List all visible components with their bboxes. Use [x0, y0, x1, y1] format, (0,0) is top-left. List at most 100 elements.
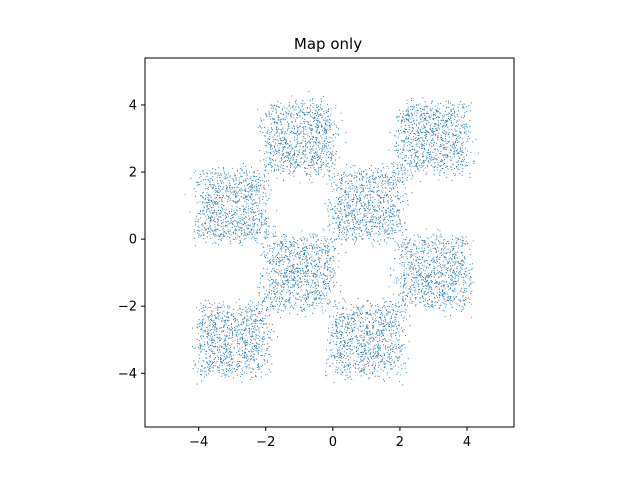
scatter-point [255, 175, 258, 178]
scatter-point [284, 282, 286, 285]
scatter-point [363, 187, 365, 189]
scatter-point [239, 209, 241, 211]
scatter-point [439, 111, 441, 113]
scatter-point [425, 260, 427, 262]
scatter-point [243, 221, 245, 223]
scatter-point [318, 256, 320, 258]
scatter-point [457, 168, 459, 170]
scatter-point [334, 211, 336, 213]
scatter-point [453, 155, 455, 157]
scatter-point [269, 297, 272, 299]
scatter-point [434, 162, 436, 164]
scatter-point [452, 163, 454, 165]
scatter-point [286, 121, 288, 123]
scatter-point [230, 220, 232, 222]
scatter-point [256, 187, 258, 189]
scatter-point [245, 197, 247, 199]
scatter-point [203, 227, 205, 229]
scatter-point [452, 141, 454, 143]
scatter-point [459, 271, 461, 274]
scatter-point [424, 291, 426, 293]
scatter-point [207, 186, 209, 188]
scatter-point [261, 225, 263, 227]
scatter-point [450, 166, 452, 168]
scatter-point [219, 179, 221, 181]
scatter-point [228, 179, 230, 181]
scatter-point [455, 161, 457, 163]
scatter-point [326, 244, 329, 246]
scatter-point [284, 276, 286, 278]
scatter-point [317, 115, 320, 118]
scatter-point [217, 191, 219, 193]
scatter-point [332, 255, 334, 258]
scatter-point [267, 260, 269, 262]
scatter-point [263, 153, 265, 155]
scatter-point [399, 258, 401, 260]
scatter-point [411, 165, 413, 167]
scatter-point [304, 275, 306, 277]
scatter-point [440, 146, 442, 148]
scatter-point [315, 113, 317, 115]
scatter-point [440, 151, 442, 153]
scatter-point [318, 148, 321, 150]
scatter-point [327, 108, 330, 110]
scatter-point [281, 150, 283, 152]
scatter-point [217, 179, 219, 181]
scatter-point [447, 165, 449, 167]
scatter-point [268, 157, 271, 159]
scatter-point [268, 197, 270, 199]
scatter-point [312, 236, 314, 238]
scatter-point [271, 251, 273, 253]
scatter-point [265, 204, 267, 206]
scatter-point [254, 194, 257, 196]
scatter-point [388, 220, 390, 222]
scatter-point [332, 163, 334, 165]
scatter-point [212, 243, 214, 245]
scatter-point [377, 240, 379, 242]
scatter-point [217, 203, 219, 205]
scatter-point [247, 205, 249, 207]
scatter-point [334, 301, 336, 303]
scatter-point [278, 258, 280, 260]
scatter-point [269, 285, 271, 287]
scatter-point [297, 283, 299, 285]
scatter-point [411, 124, 413, 126]
scatter-point [449, 116, 452, 118]
scatter-point [234, 187, 236, 189]
scatter-point [382, 183, 384, 185]
scatter-point [374, 182, 376, 184]
scatter-point [373, 181, 375, 183]
scatter-point [219, 229, 221, 232]
scatter-point [317, 172, 319, 174]
scatter-point [278, 252, 280, 254]
scatter-point [317, 245, 319, 247]
scatter-point [310, 109, 312, 111]
scatter-point [446, 119, 448, 121]
scatter-point [419, 297, 421, 299]
scatter-point [453, 296, 455, 298]
scatter-point [391, 230, 393, 232]
scatter-point [427, 157, 429, 159]
scatter-point [351, 215, 353, 217]
scatter-point [435, 286, 437, 288]
scatter-point [328, 215, 330, 217]
scatter-point [421, 239, 423, 242]
scatter-point [205, 187, 207, 189]
scatter-point [310, 236, 312, 238]
scatter-point [207, 231, 209, 233]
scatter-point [429, 307, 431, 309]
scatter-point [323, 229, 325, 232]
scatter-point [438, 276, 440, 278]
scatter-point [309, 124, 311, 126]
scatter-point [312, 164, 314, 166]
scatter-point [234, 183, 236, 185]
scatter-point [433, 115, 435, 117]
scatter-point [398, 130, 400, 132]
scatter-point [271, 148, 273, 150]
scatter-point [426, 172, 428, 174]
scatter-point [469, 126, 471, 128]
scatter-point [420, 137, 422, 139]
scatter-point [306, 251, 308, 253]
scatter-point [229, 199, 231, 201]
scatter-point [443, 310, 445, 312]
